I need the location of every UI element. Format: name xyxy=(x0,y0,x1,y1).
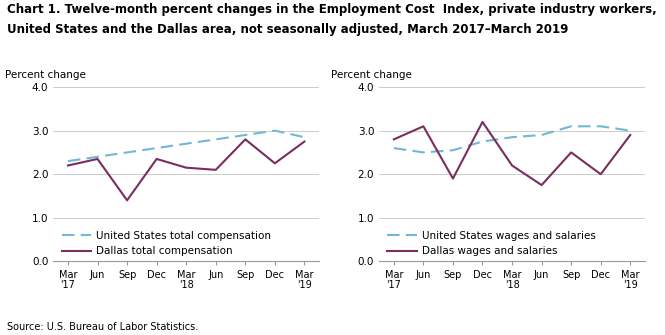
Legend: United States total compensation, Dallas total compensation: United States total compensation, Dallas… xyxy=(59,228,274,260)
Text: Source: U.S. Bureau of Labor Statistics.: Source: U.S. Bureau of Labor Statistics. xyxy=(7,322,198,332)
Text: United States and the Dallas area, not seasonally adjusted, March 2017–March 201: United States and the Dallas area, not s… xyxy=(7,23,568,37)
Text: Percent change: Percent change xyxy=(331,70,412,80)
Text: Percent change: Percent change xyxy=(5,70,86,80)
Text: Chart 1. Twelve-month percent changes in the Employment Cost  Index, private ind: Chart 1. Twelve-month percent changes in… xyxy=(7,3,656,16)
Legend: United States wages and salaries, Dallas wages and salaries: United States wages and salaries, Dallas… xyxy=(384,228,598,260)
